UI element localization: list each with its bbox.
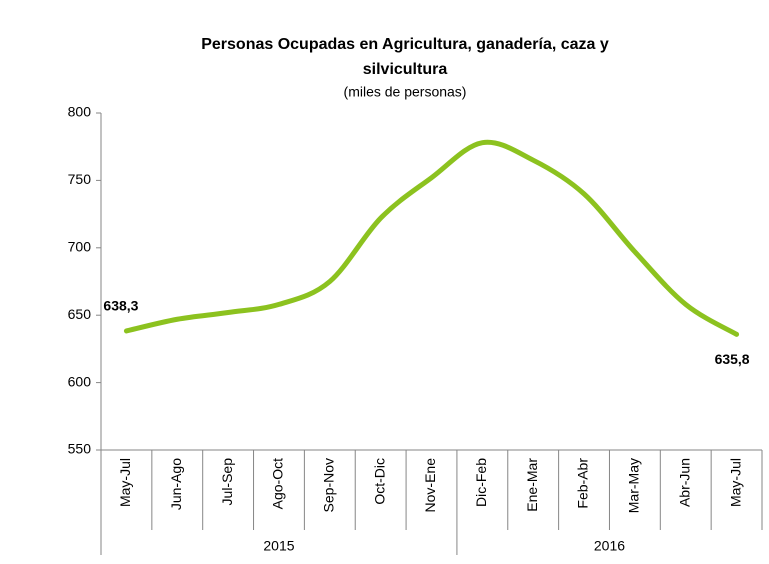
x-tick-label: Ago-Oct [270,458,286,509]
x-tick-label: Jun-Ago [168,458,184,510]
x-tick-label: Dic-Feb [473,458,489,507]
y-tick-label: 750 [68,171,92,187]
data-label: 635,8 [715,351,750,367]
x-tick-label: Jul-Sep [219,458,235,506]
x-tick-label: Feb-Abr [575,458,591,509]
x-tick-label: May-Jul [727,458,743,507]
y-tick-label: 600 [68,373,92,389]
group-label: 2015 [263,538,294,554]
y-tick-label: 800 [68,104,92,120]
x-tick-label: Oct-Dic [371,458,387,505]
data-label: 638,3 [103,298,138,314]
x-tick-label: May-Jul [117,458,133,507]
chart-title: silvicultura [363,61,448,78]
x-tick-label: Mar-May [626,458,642,513]
chart-title: Personas Ocupadas en Agricultura, ganade… [201,36,609,53]
line [123,139,740,337]
y-tick-label: 650 [68,306,92,322]
y-tick-label: 550 [68,441,92,457]
x-tick-label: Nov-Ene [422,458,438,513]
group-label: 2016 [594,538,625,554]
x-tick-label: Ene-Mar [524,458,540,512]
x-tick-label: Sep-Nov [321,458,337,512]
y-tick-label: 700 [68,239,92,255]
x-tick-label: Abr-Jun [676,458,692,507]
chart-subtitle: (miles de personas) [344,84,467,100]
